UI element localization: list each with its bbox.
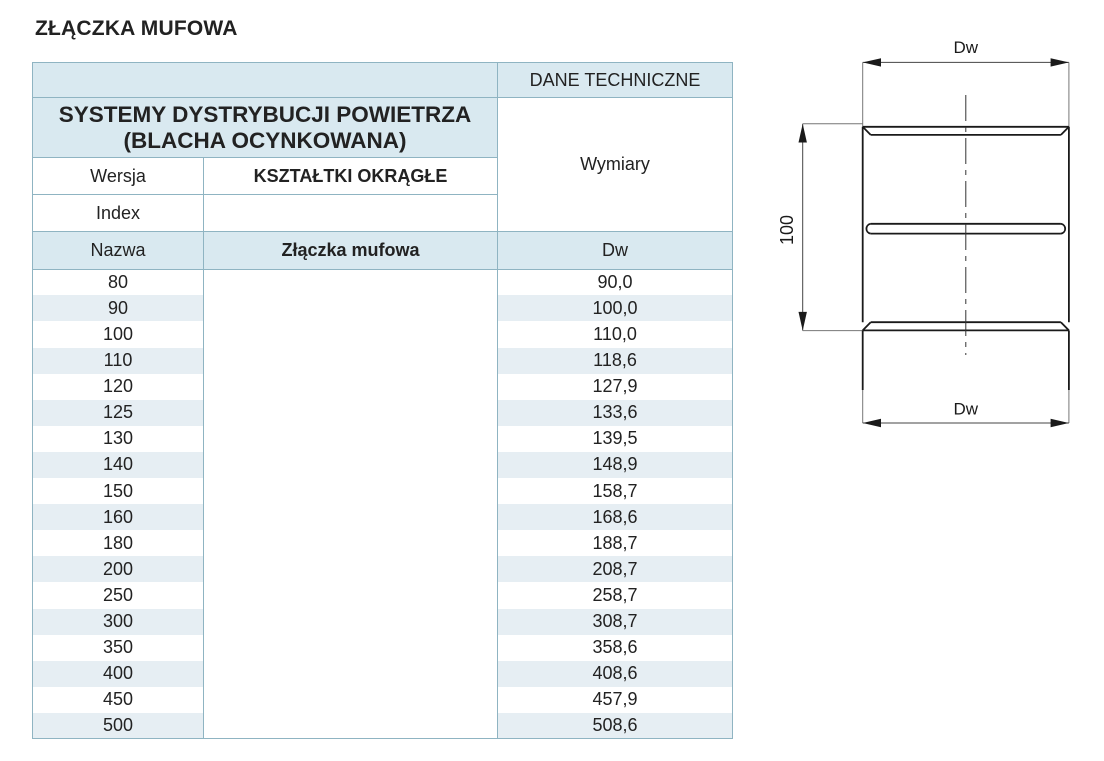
svg-text:100: 100 <box>780 215 797 245</box>
svg-text:Dw: Dw <box>954 400 979 419</box>
svg-text:Dw: Dw <box>954 38 979 57</box>
